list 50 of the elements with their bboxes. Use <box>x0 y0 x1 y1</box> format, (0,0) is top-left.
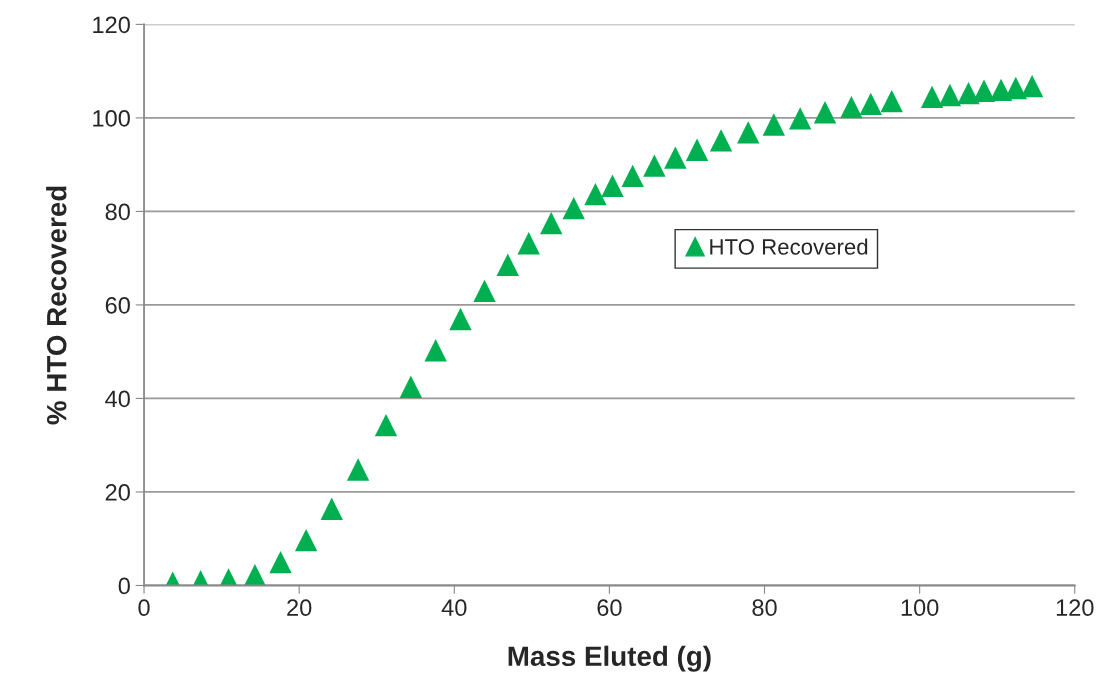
x-tick-label: 60 <box>597 599 622 617</box>
point <box>374 413 398 437</box>
y-tick-label: 80 <box>105 203 130 221</box>
point <box>972 79 996 102</box>
point <box>621 164 644 188</box>
legend-label: HTO Recovered <box>710 238 868 255</box>
point <box>496 253 519 276</box>
point <box>859 92 882 116</box>
x-tick-label: 80 <box>752 599 777 617</box>
point <box>840 95 863 119</box>
y-tick-label: 60 <box>105 297 130 314</box>
point <box>709 129 733 152</box>
x-tick-label: 20 <box>287 599 312 617</box>
point <box>269 550 292 574</box>
x-tick-label: 0 <box>138 599 150 617</box>
point <box>789 107 812 130</box>
point <box>346 458 370 481</box>
point <box>664 146 687 169</box>
point <box>938 83 962 107</box>
point <box>449 307 472 331</box>
point <box>1020 74 1044 98</box>
x-tick-label: 100 <box>901 599 939 617</box>
point <box>737 121 760 144</box>
point <box>643 154 666 177</box>
point <box>584 182 607 206</box>
point <box>320 497 343 520</box>
point <box>473 279 496 303</box>
point <box>685 138 709 161</box>
point <box>540 211 563 235</box>
y-tick-label: 120 <box>93 16 130 34</box>
point <box>601 174 624 197</box>
point <box>957 81 980 105</box>
x-tick-label: 120 <box>1056 599 1094 617</box>
y-tick-label: 0 <box>118 577 130 595</box>
y-axis-title: % HTO Recovered <box>46 186 67 425</box>
y-tick-label: 40 <box>105 390 130 408</box>
point <box>920 85 944 109</box>
point <box>813 101 837 124</box>
y-tick-label: 100 <box>93 109 130 127</box>
point <box>294 528 318 552</box>
point <box>762 113 786 136</box>
point <box>243 564 267 586</box>
point <box>424 339 447 362</box>
x-axis-title: Mass Eluted (g) <box>508 645 711 672</box>
point <box>399 375 423 398</box>
point <box>517 232 540 255</box>
point <box>880 89 903 113</box>
y-tick-label: 20 <box>105 484 130 501</box>
x-tick-label: 40 <box>441 599 467 617</box>
point <box>562 196 585 220</box>
